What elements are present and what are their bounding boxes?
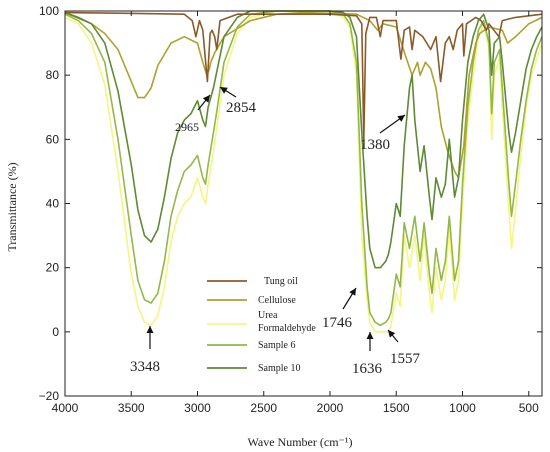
series-line-urea-formaldehyde [64, 10, 543, 333]
x-tick-label: 2000 [317, 401, 344, 415]
x-tick-label: 500 [519, 401, 539, 415]
annotation-arrowhead [202, 95, 210, 103]
series-line-tung-oil [64, 11, 543, 141]
x-tick-label: 1000 [449, 401, 476, 415]
series-line-sample-10 [64, 10, 543, 269]
y-tick-label: 0 [52, 325, 59, 339]
y-tick-label: 80 [46, 68, 60, 82]
y-tick-label: −20 [39, 389, 60, 403]
legend-label: Cellulose [258, 295, 296, 306]
x-tick-label: 3000 [184, 401, 211, 415]
annotation-label: 2854 [226, 100, 257, 116]
legend: Tung oil Cellulose Urea Formaldehyde Sample … [207, 276, 316, 374]
annotation-label: 1557 [390, 351, 421, 367]
x-tick-label: 4000 [52, 401, 79, 415]
peak-annotations: 2965 2854 1380 3348 1746 1636 1557 [130, 86, 421, 377]
annotation-label: 1380 [360, 137, 390, 153]
x-tick-label: 1500 [383, 401, 410, 415]
annotation-label: 1746 [322, 315, 353, 331]
annotation-label: 3348 [130, 359, 160, 375]
legend-label: Sample 10 [258, 363, 301, 374]
y-tick-label: 40 [46, 197, 60, 211]
x-tick-label: 2500 [250, 401, 277, 415]
annotation-arrowhead [146, 326, 154, 333]
legend-label: Sample 6 [258, 340, 296, 351]
annotation-label: 2965 [175, 120, 199, 134]
annotation-arrowhead [349, 288, 356, 296]
x-tick-label: 3500 [118, 401, 145, 415]
y-tick-label: 60 [46, 132, 60, 146]
plot-area [64, 10, 543, 333]
tick-marks: 4000 3500 3000 2500 2000 1500 1000 500 −20 0 20 40 6… [39, 4, 542, 415]
legend-label-line: Formaldehyde [258, 323, 316, 334]
annotation-arrowhead [366, 332, 374, 339]
annotation-arrowhead [220, 87, 228, 94]
legend-label: Tung oil [264, 276, 298, 287]
legend-label: Urea Formaldehyde [258, 310, 316, 334]
y-tick-label: 20 [46, 261, 60, 275]
series-line-sample-6 [64, 10, 543, 327]
legend-label-line: Urea [258, 310, 278, 321]
annotation-arrowhead [397, 115, 405, 122]
annotation-label: 1636 [352, 361, 383, 377]
x-axis-title: Wave Number (cm⁻¹) [248, 435, 353, 449]
y-tick-label: 100 [39, 4, 59, 18]
y-axis-title: Transmittance (%) [5, 162, 19, 251]
annotation-arrowhead [388, 330, 396, 338]
plot-frame [64, 10, 543, 397]
y-axis-title-group: Transmittance (%) [5, 162, 19, 251]
